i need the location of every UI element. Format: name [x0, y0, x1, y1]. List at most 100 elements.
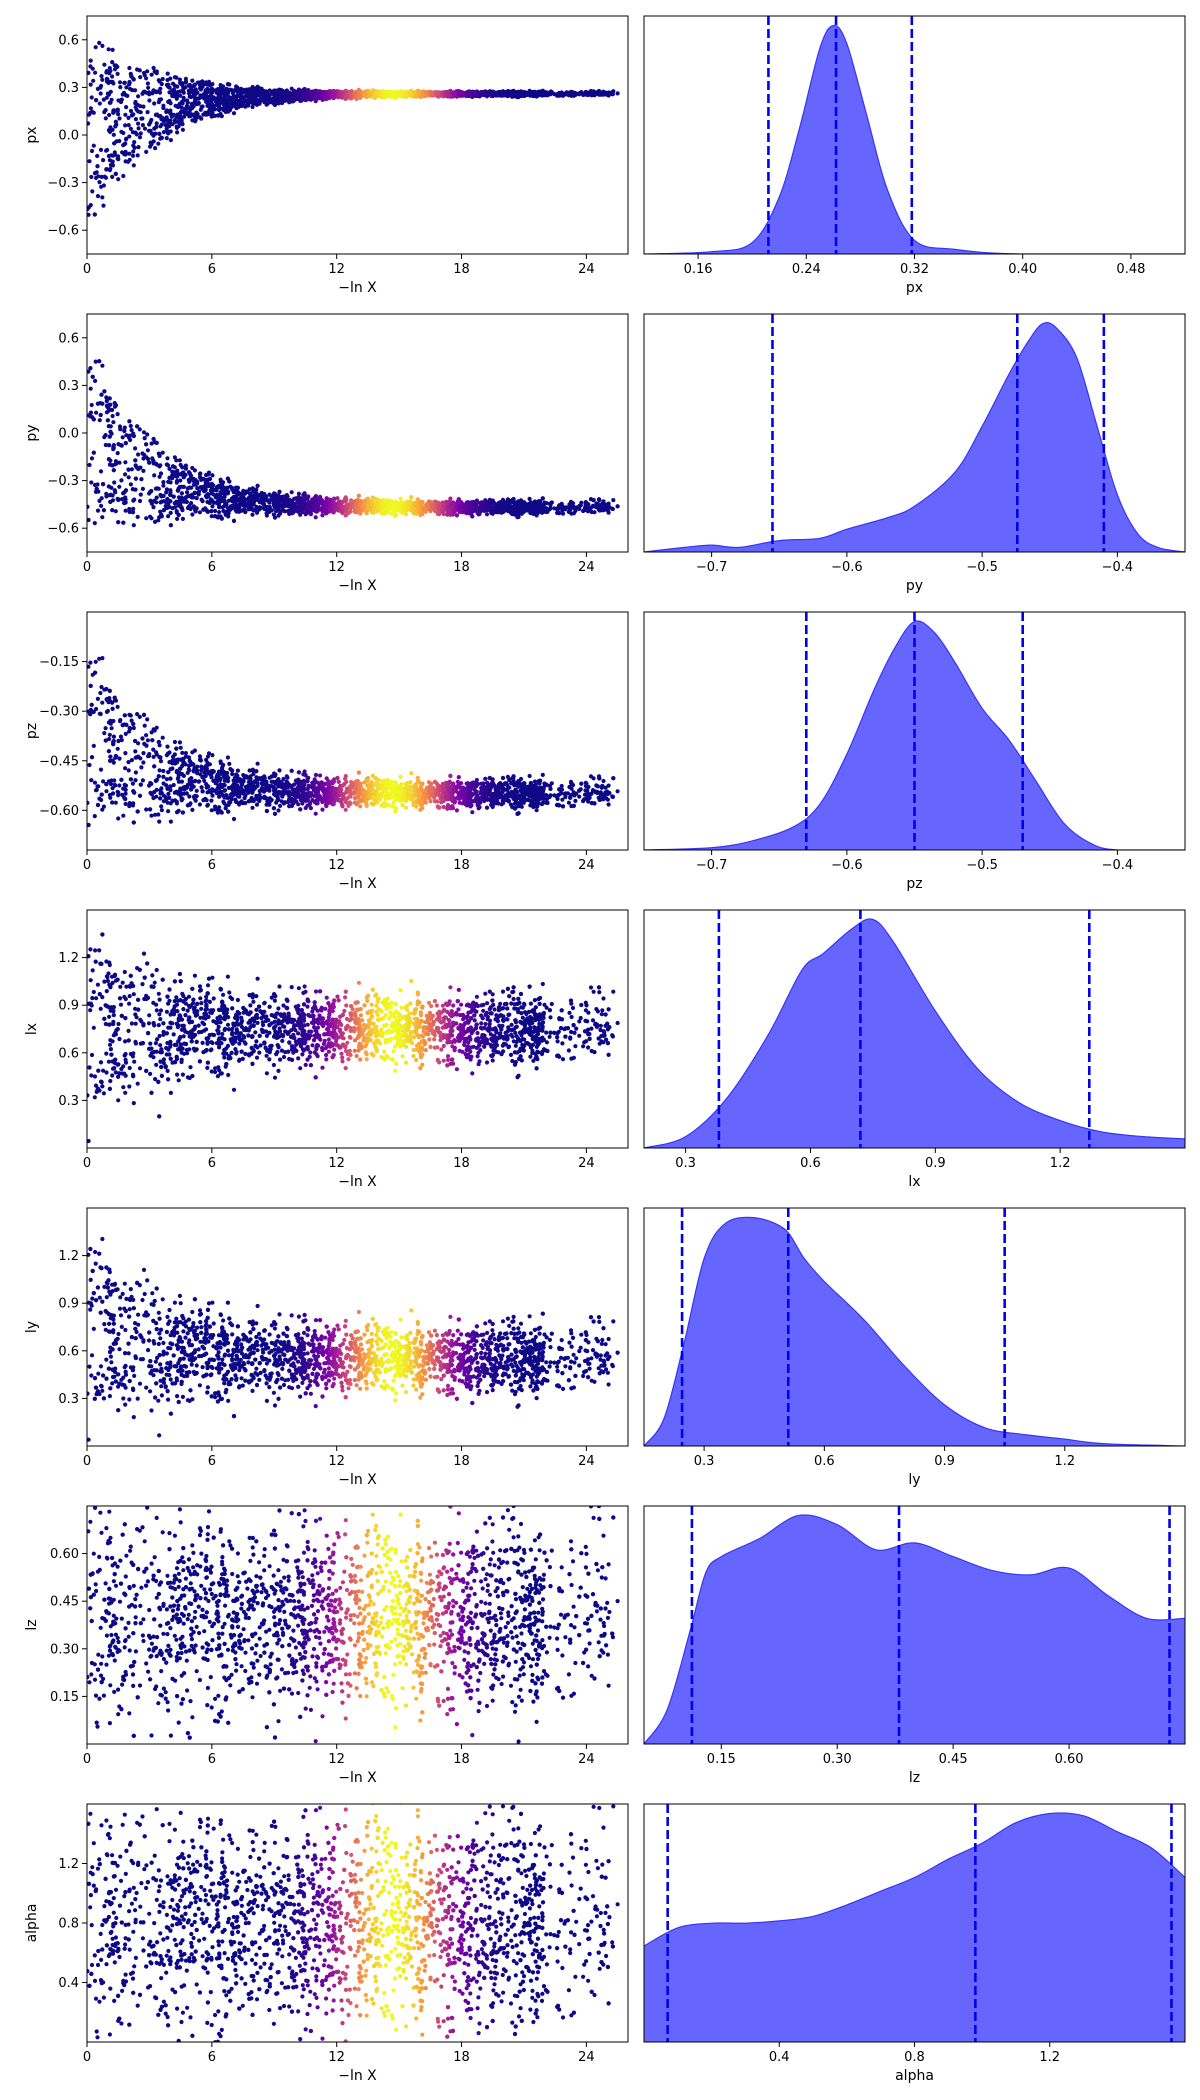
trace-point: [337, 500, 342, 505]
trace-point: [243, 94, 248, 99]
trace-point: [332, 89, 337, 94]
trace-point: [199, 104, 204, 110]
trace-point: [222, 98, 227, 103]
trace-point: [279, 98, 284, 103]
trace-point: [225, 506, 231, 511]
trace-point: [450, 508, 455, 513]
trace-point: [87, 504, 90, 509]
trace-point: [104, 494, 109, 499]
trace-point: [116, 157, 121, 162]
trace-point: [137, 135, 143, 140]
trace-point: [154, 500, 159, 505]
trace-point: [124, 85, 129, 90]
trace-point: [99, 184, 104, 189]
trace-point: [148, 498, 153, 503]
trace-point: [205, 472, 211, 477]
trace-point: [136, 145, 141, 150]
trace-point: [524, 508, 529, 513]
trace-point: [288, 91, 293, 96]
trace-point: [213, 508, 218, 514]
trace-point: [557, 91, 562, 96]
trace-point: [156, 78, 161, 83]
trace-point: [292, 94, 297, 99]
trace-point: [145, 69, 150, 74]
trace-point: [170, 93, 175, 99]
trace-point: [186, 477, 191, 482]
trace-point: [255, 99, 260, 104]
trace-point: [205, 509, 210, 514]
posterior-density-fill-px: [644, 25, 1185, 254]
trace-point: [88, 58, 93, 63]
trace-point: [496, 510, 501, 515]
trace-point: [133, 463, 138, 468]
trace-point: [611, 498, 616, 503]
trace-point: [89, 148, 95, 154]
trace-point: [140, 123, 145, 128]
trace-point: [110, 174, 115, 179]
trace-points-px: [87, 40, 620, 217]
trace-point: [474, 504, 479, 509]
trace-point: [176, 103, 181, 108]
trace-point: [226, 98, 231, 103]
trace-point: [108, 89, 113, 94]
trace-point: [96, 174, 101, 179]
trace-point: [206, 494, 211, 499]
trace-point: [126, 123, 131, 128]
trace-point: [121, 173, 126, 179]
trace-point: [331, 497, 336, 502]
trace-point: [223, 103, 228, 108]
trace-point: [141, 104, 146, 109]
trace-point: [123, 472, 128, 477]
trace-point: [220, 483, 225, 488]
trace-point: [154, 89, 159, 94]
trace-point: [297, 96, 302, 101]
trace-point: [183, 76, 188, 81]
trace-point: [89, 456, 95, 461]
trace-point: [560, 508, 565, 513]
trace-point: [219, 491, 224, 496]
trace-point: [141, 430, 147, 435]
trace-point: [145, 432, 150, 437]
trace-point: [89, 480, 94, 485]
trace-point: [102, 62, 107, 67]
trace-panel-py: 0 6 12 18 240.60.30.0−0.3−0.6−ln Xpy: [24, 313, 629, 594]
trace-points-py: [87, 359, 620, 528]
trace-point: [324, 95, 329, 100]
trace-point: [205, 103, 210, 108]
trace-point: [239, 90, 244, 95]
trace-point: [267, 500, 272, 505]
trace-point: [157, 131, 162, 136]
trace-point: [272, 96, 277, 101]
trace-point: [100, 195, 105, 200]
trace-ytick-label: 0.0: [58, 129, 79, 144]
trace-point: [102, 435, 107, 440]
trace-point: [353, 92, 358, 97]
trace-point: [164, 108, 169, 113]
trace-point: [123, 137, 129, 142]
trace-point: [113, 403, 119, 408]
trace-point: [127, 134, 132, 139]
trace-point: [100, 43, 105, 49]
trace-point: [133, 88, 138, 93]
trace-point: [225, 82, 230, 87]
trace-point: [128, 126, 133, 131]
trace-point: [272, 499, 277, 504]
trace-point: [168, 118, 173, 123]
trace-point: [232, 95, 237, 100]
trace-point: [111, 81, 116, 86]
trace-point: [149, 117, 154, 123]
trace-ytick-label: 0.6: [58, 33, 79, 48]
trace-point: [166, 514, 171, 519]
trace-point: [168, 138, 173, 143]
trace-point: [108, 125, 113, 130]
trace-point: [154, 495, 159, 500]
trace-point: [445, 500, 450, 505]
trace-point: [116, 98, 121, 103]
trace-point: [149, 516, 154, 521]
trace-point: [475, 510, 480, 515]
trace-point: [136, 121, 141, 126]
trace-point: [152, 473, 157, 478]
trace-point: [126, 115, 131, 120]
trace-point: [337, 93, 342, 98]
